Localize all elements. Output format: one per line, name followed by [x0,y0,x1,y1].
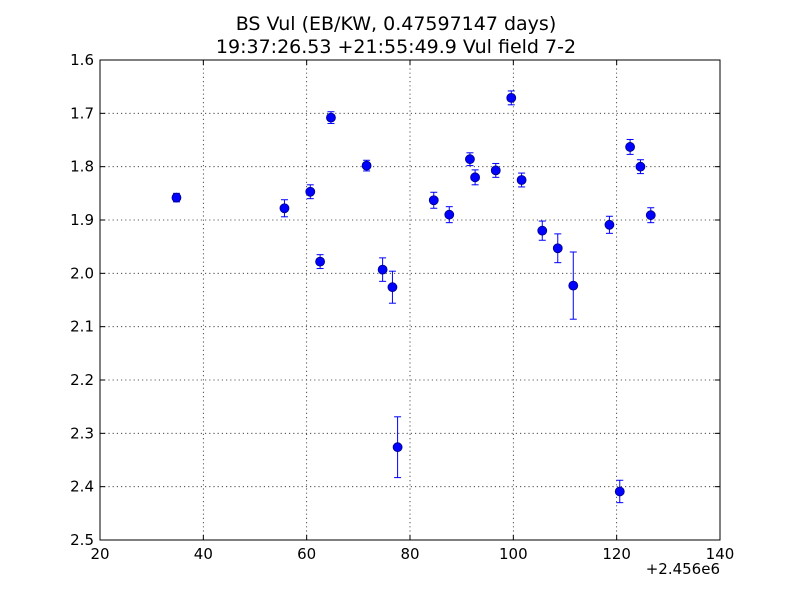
x-tick-label: 100 [499,545,528,563]
data-point [625,142,635,152]
data-point [392,442,403,453]
data-point [490,165,501,176]
data-point [377,264,388,275]
y-tick-label: 2.5 [70,531,94,549]
data-point [305,186,316,197]
data-point [465,154,475,165]
data-point [428,195,439,206]
data-point [387,282,398,293]
data-point [537,225,548,236]
y-tick-label: 1.9 [70,211,94,229]
x-tick-label: 140 [706,545,735,563]
data-point [552,243,563,254]
x-offset-label: +2.456e6 [646,560,720,578]
data-point [361,160,372,171]
data-point [604,219,615,230]
x-tick-label: 40 [194,545,213,563]
y-tick-label: 2.3 [70,424,94,442]
chart-subtitle: 19:37:26.53 +21:55:49.9 Vul field 7-2 [216,36,576,58]
tick-layer: 20 40 60 80 100 120 140 1.6 1.7 1.8 1.9 2.0 2.1 2.2 2.… [70,51,734,563]
data-point [568,280,579,291]
y-tick-label: 2.4 [70,478,94,496]
y-tick-label: 2.0 [70,264,94,282]
data-point [171,192,182,203]
data-point [635,161,646,172]
point-layer [171,92,656,497]
data-point [470,172,481,183]
data-point [614,486,625,497]
x-tick-label: 60 [297,545,316,563]
data-point [506,92,517,103]
chart-title: BS Vul (EB/KW, 0.47597147 days) [236,13,557,35]
data-point [516,175,527,185]
y-tick-label: 2.2 [70,371,94,389]
y-tick-label: 1.6 [70,51,94,69]
data-point [444,209,455,220]
data-point [315,256,326,267]
y-tick-label: 1.8 [70,158,94,176]
y-tick-label: 2.1 [70,318,94,336]
data-point [279,203,290,214]
x-tick-label: 120 [602,545,631,563]
data-point [645,210,656,221]
x-tick-label: 20 [90,545,109,563]
data-point [326,112,336,123]
y-tick-label: 1.7 [70,104,94,122]
errorbar-layer [172,90,655,504]
grid-layer [100,60,720,540]
x-tick-label: 80 [400,545,419,563]
